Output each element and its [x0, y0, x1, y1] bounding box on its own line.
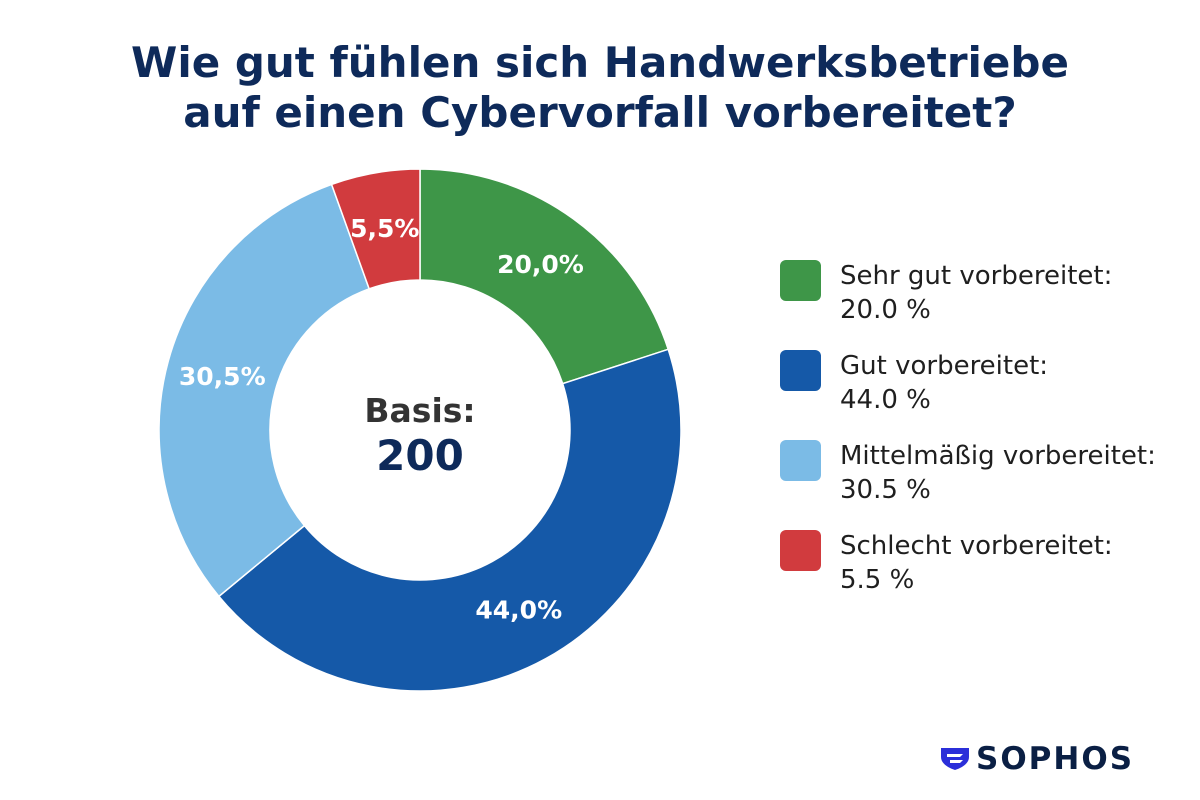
legend-label-3: Schlecht vorbereitet: [840, 531, 1113, 561]
sophos-shield-icon [941, 748, 969, 770]
chart-title-line-2: auf einen Cybervorfall vorbereitet? [183, 88, 1017, 137]
legend-value-1: 44.0 % [840, 385, 931, 415]
legend-swatch-2 [780, 440, 821, 481]
chart-title-line-1: Wie gut fühlen sich Handwerksbetriebe [131, 38, 1069, 87]
slice-data-label-3: 5,5% [350, 214, 419, 243]
donut-slice-3 [330, 168, 421, 290]
legend-swatch-1 [780, 350, 821, 391]
center-label: Basis: [364, 391, 475, 430]
slice-data-label-2: 30,5% [179, 362, 266, 391]
legend-value-3: 5.5 % [840, 565, 915, 595]
legend-label-2: Mittelmäßig vorbereitet: [840, 441, 1156, 471]
legend-swatch-3 [780, 530, 821, 571]
sophos-logo-text: SOPHOS [976, 741, 1135, 777]
center-value: 200 [376, 431, 464, 480]
donut-chart: 20,0% 44,0% 30,5% 5,5% Basis: 200 [158, 168, 682, 692]
chart-title: Wie gut fühlen sich Handwerksbetriebe au… [0, 38, 1200, 138]
slice-data-label-1: 44,0% [475, 596, 562, 625]
donut-slices [158, 168, 682, 692]
legend-value-0: 20.0 % [840, 295, 931, 325]
donut-slice-labels: 20,0% 44,0% 30,5% 5,5% [179, 214, 584, 625]
legend-value-2: 30.5 % [840, 475, 931, 505]
sophos-logo: SOPHOS [940, 742, 1134, 776]
legend-label-0: Sehr gut vorbereitet: [840, 261, 1113, 291]
slice-data-label-0: 20,0% [497, 250, 584, 279]
legend-label-1: Gut vorbereitet: [840, 351, 1049, 381]
donut-slice-0 [419, 168, 670, 385]
donut-slice-1 [217, 348, 682, 692]
donut-slice-2 [158, 183, 371, 598]
legend-swatch-0 [780, 260, 821, 301]
